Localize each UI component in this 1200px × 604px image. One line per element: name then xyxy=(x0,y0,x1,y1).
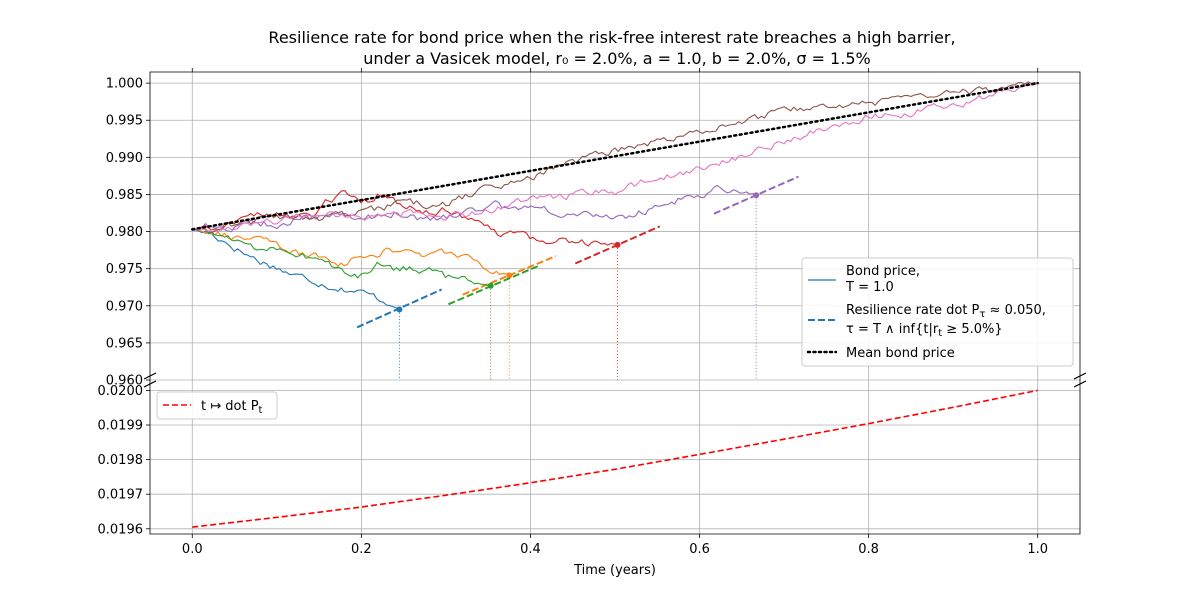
axis-break-mark xyxy=(1073,372,1087,380)
axis-break-mark xyxy=(143,380,157,388)
path-pink-line xyxy=(192,82,1038,233)
top-y-tick-label: 0.970 xyxy=(106,299,143,314)
axis-break-mark xyxy=(1073,380,1087,388)
axis-break-mark xyxy=(143,372,157,380)
bottom-y-tick-label: 0.0199 xyxy=(98,418,144,433)
top-y-tick-label: 0.980 xyxy=(106,225,143,240)
legend-resilience-text: Resilience rate dot P xyxy=(846,303,980,318)
x-tick-label: 0.0 xyxy=(182,542,203,557)
bottom-y-tick-label: 0.0197 xyxy=(98,488,144,503)
top-y-tick-label: 0.960 xyxy=(106,374,143,389)
legend-mean-label: Mean bond price xyxy=(846,346,955,361)
x-axis-label: Time (years) xyxy=(573,563,656,578)
path-green-line xyxy=(192,226,491,287)
top-y-tick-label: 0.985 xyxy=(106,188,143,203)
chart-title: Resilience rate for bond price when the … xyxy=(268,28,955,47)
path-orange-line xyxy=(192,228,510,276)
legend-dotP-label: t ↦ dot Pt xyxy=(201,399,263,416)
bottom-y-tick-label: 0.0196 xyxy=(98,522,144,537)
legend-resilience-label-2: τ = T ∧ inf{t|rt ≥ 5.0%} xyxy=(846,322,1003,339)
x-tick-label: 0.8 xyxy=(858,542,879,557)
top-y-tick-label: 0.990 xyxy=(106,151,143,166)
legend-resilience-subscript: τ xyxy=(979,309,985,320)
path-purple-line xyxy=(192,184,757,233)
x-tick-label: 0.4 xyxy=(520,542,541,557)
bottom-legend-box xyxy=(156,391,278,420)
top-y-tick-label: 0.995 xyxy=(106,114,143,129)
legend-dotP-subscript: t xyxy=(259,405,263,416)
legend-stopping-time-text: τ = T ∧ inf{t|r xyxy=(846,322,939,337)
top-panel-frame xyxy=(149,71,1081,380)
legend-resilience-label-1: Resilience rate dot Pτ ≈ 0.050, xyxy=(846,303,1046,320)
legend-dotP-text: t ↦ dot P xyxy=(201,399,259,414)
legend-bond-price-label-1: Bond price, xyxy=(846,264,920,279)
chart-subtitle: under a Vasicek model, r₀ = 2.0%, a = 1.… xyxy=(363,49,870,68)
top-y-tick-label: 0.965 xyxy=(106,336,143,351)
path-green-stop-marker xyxy=(487,282,494,289)
top-legend-box xyxy=(801,257,1074,367)
legend-bond-price-label-2: T = 1.0 xyxy=(845,280,894,295)
mean-bond-price-line xyxy=(191,81,1039,231)
bottom-y-tick-label: 0.0198 xyxy=(98,453,144,468)
top-y-tick-label: 1.000 xyxy=(106,77,143,92)
bottom-y-tick-label: 0.0200 xyxy=(98,384,144,399)
legend-resilience-value: ≈ 0.050, xyxy=(985,303,1046,318)
path-blue-line xyxy=(192,229,400,310)
x-tick-label: 1.0 xyxy=(1027,542,1048,557)
path-blue-stop-marker xyxy=(396,306,403,313)
bottom-panel-frame xyxy=(149,380,1081,535)
top-y-tick-label: 0.975 xyxy=(106,262,143,277)
x-tick-label: 0.2 xyxy=(351,542,372,557)
x-tick-label: 0.6 xyxy=(689,542,710,557)
legend-stopping-time-tail: ≥ 5.0%} xyxy=(942,322,1002,337)
dot-P-curve-line xyxy=(192,389,1038,528)
path-green-resilience-tangent xyxy=(448,264,540,306)
legend-stopping-time-subscript: t xyxy=(938,328,942,339)
path-orange-stop-marker xyxy=(506,272,513,279)
path-purple-stop-marker xyxy=(753,192,760,199)
path-red-stop-marker xyxy=(614,241,621,248)
